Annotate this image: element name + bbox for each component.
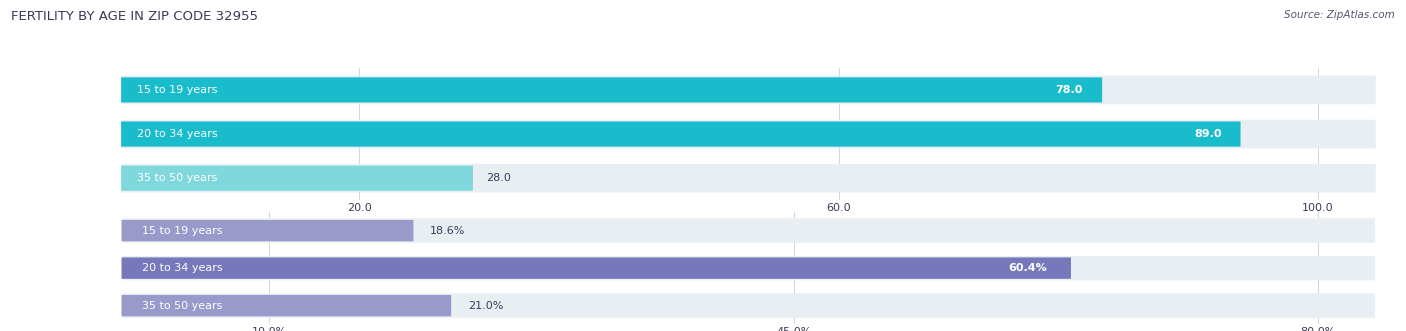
FancyBboxPatch shape [121,166,472,191]
FancyBboxPatch shape [121,258,1071,279]
Text: 89.0: 89.0 [1194,129,1222,139]
Text: 15 to 19 years: 15 to 19 years [142,226,222,236]
Text: 60.4%: 60.4% [1008,263,1047,273]
Text: 15 to 19 years: 15 to 19 years [138,85,218,95]
FancyBboxPatch shape [121,77,1102,103]
Text: 78.0: 78.0 [1056,85,1083,95]
Text: 35 to 50 years: 35 to 50 years [138,173,218,183]
FancyBboxPatch shape [122,120,1375,148]
Text: 20 to 34 years: 20 to 34 years [142,263,222,273]
Text: 21.0%: 21.0% [468,301,503,310]
Text: FERTILITY BY AGE IN ZIP CODE 32955: FERTILITY BY AGE IN ZIP CODE 32955 [11,10,259,23]
FancyBboxPatch shape [122,256,1375,280]
Text: 28.0: 28.0 [486,173,512,183]
FancyBboxPatch shape [121,121,1240,147]
Text: 35 to 50 years: 35 to 50 years [142,301,222,310]
Text: 20 to 34 years: 20 to 34 years [138,129,218,139]
FancyBboxPatch shape [121,220,413,241]
FancyBboxPatch shape [122,164,1375,193]
FancyBboxPatch shape [122,75,1375,104]
FancyBboxPatch shape [121,295,451,316]
FancyBboxPatch shape [122,293,1375,318]
Text: 18.6%: 18.6% [430,226,465,236]
FancyBboxPatch shape [122,218,1375,243]
Text: Source: ZipAtlas.com: Source: ZipAtlas.com [1284,10,1395,20]
